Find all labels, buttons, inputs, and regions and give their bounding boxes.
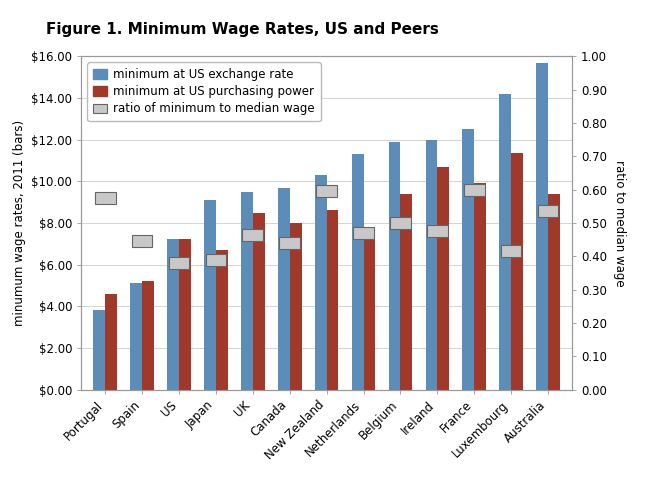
Bar xyxy=(95,192,116,204)
Bar xyxy=(548,194,560,390)
Bar xyxy=(353,227,374,239)
Bar xyxy=(474,183,486,390)
Bar xyxy=(216,250,228,390)
Bar xyxy=(536,63,548,390)
Bar xyxy=(326,211,339,390)
Bar xyxy=(426,140,437,390)
Bar xyxy=(500,245,521,257)
Bar xyxy=(179,239,191,390)
Bar xyxy=(400,194,412,390)
Bar xyxy=(105,294,117,390)
Bar xyxy=(253,213,265,390)
Bar xyxy=(389,142,400,390)
Bar xyxy=(427,225,448,237)
Bar xyxy=(499,94,511,390)
Bar xyxy=(278,188,290,390)
Bar xyxy=(462,129,474,390)
Bar xyxy=(538,205,558,217)
Bar xyxy=(167,239,179,390)
Bar xyxy=(317,185,337,197)
Bar xyxy=(242,229,263,241)
Bar xyxy=(130,283,142,390)
Bar xyxy=(142,281,154,390)
Bar xyxy=(511,153,523,390)
Bar xyxy=(390,217,411,229)
Bar xyxy=(464,184,484,196)
Bar xyxy=(352,154,363,390)
Bar xyxy=(290,223,302,390)
Legend: minimum at US exchange rate, minimum at US purchasing power, ratio of minimum to: minimum at US exchange rate, minimum at … xyxy=(87,62,320,122)
Bar xyxy=(132,235,153,247)
Bar xyxy=(94,311,105,390)
Bar xyxy=(204,200,216,390)
Bar xyxy=(205,254,226,266)
Bar xyxy=(363,231,375,390)
Bar xyxy=(169,257,189,269)
Text: Figure 1. Minimum Wage Rates, US and Peers: Figure 1. Minimum Wage Rates, US and Pee… xyxy=(46,22,438,37)
Y-axis label: minumum wage rates, 2011 (bars): minumum wage rates, 2011 (bars) xyxy=(12,120,25,326)
Bar xyxy=(437,167,449,390)
Bar xyxy=(280,237,300,249)
Bar xyxy=(241,192,253,390)
Bar xyxy=(315,175,326,390)
Y-axis label: ratio to median wage: ratio to median wage xyxy=(614,160,627,286)
